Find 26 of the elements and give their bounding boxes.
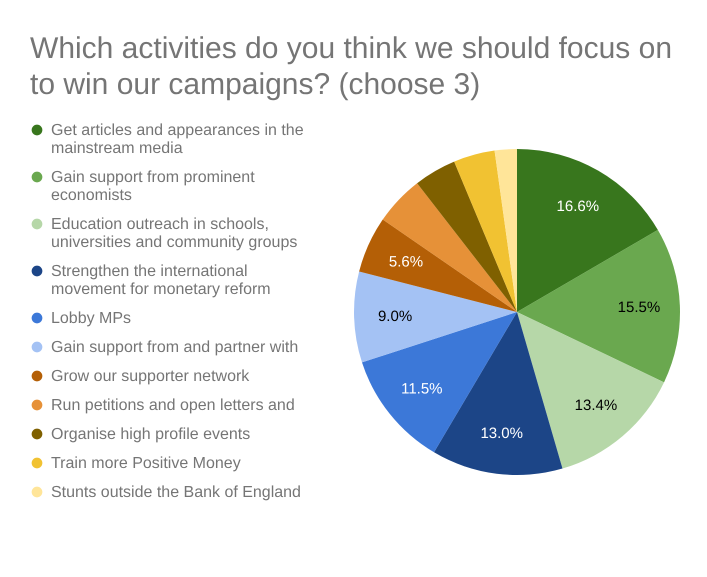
data-label: 15.5% bbox=[618, 299, 660, 316]
pie-slice bbox=[382, 183, 517, 312]
legend-label: Stunts outside the Bank of England bbox=[51, 484, 301, 501]
data-label: 9.0% bbox=[378, 308, 412, 325]
pie-slice bbox=[354, 271, 517, 362]
pie-slice bbox=[517, 230, 680, 382]
legend-label: Gain support from prominent economists bbox=[51, 169, 256, 204]
legend-label: Organise high profile events bbox=[51, 426, 250, 443]
data-label: 13.4% bbox=[574, 397, 618, 414]
legend-label: Education outreach in schools, universities and community groups bbox=[51, 216, 298, 251]
data-label: 11.5% bbox=[401, 380, 442, 398]
data-label: 16.6% bbox=[556, 198, 600, 216]
legend-label: Train more Positive Money bbox=[51, 455, 241, 472]
pie-slice bbox=[359, 220, 517, 312]
pie-slice bbox=[454, 150, 517, 312]
chart-title: Which activities do you think we should focus on to win our campaigns? (choose 3) bbox=[30, 32, 672, 101]
legend-label: Get articles and appearances in the mainstream media bbox=[51, 122, 304, 157]
legend-label: Strengthen the international movement for monetary reform bbox=[51, 263, 271, 298]
legend-label: Run petitions and open letters and bbox=[51, 397, 295, 414]
legend-label: Lobby MPs bbox=[51, 310, 132, 327]
data-label: 5.6% bbox=[388, 253, 424, 270]
legend-label: Grow our supporter network bbox=[51, 368, 250, 385]
data-label: 13.0% bbox=[480, 425, 523, 442]
legend-label: Gain support from and partner with bbox=[51, 339, 298, 356]
pie-slice bbox=[517, 149, 658, 312]
pie-slice bbox=[494, 149, 517, 312]
